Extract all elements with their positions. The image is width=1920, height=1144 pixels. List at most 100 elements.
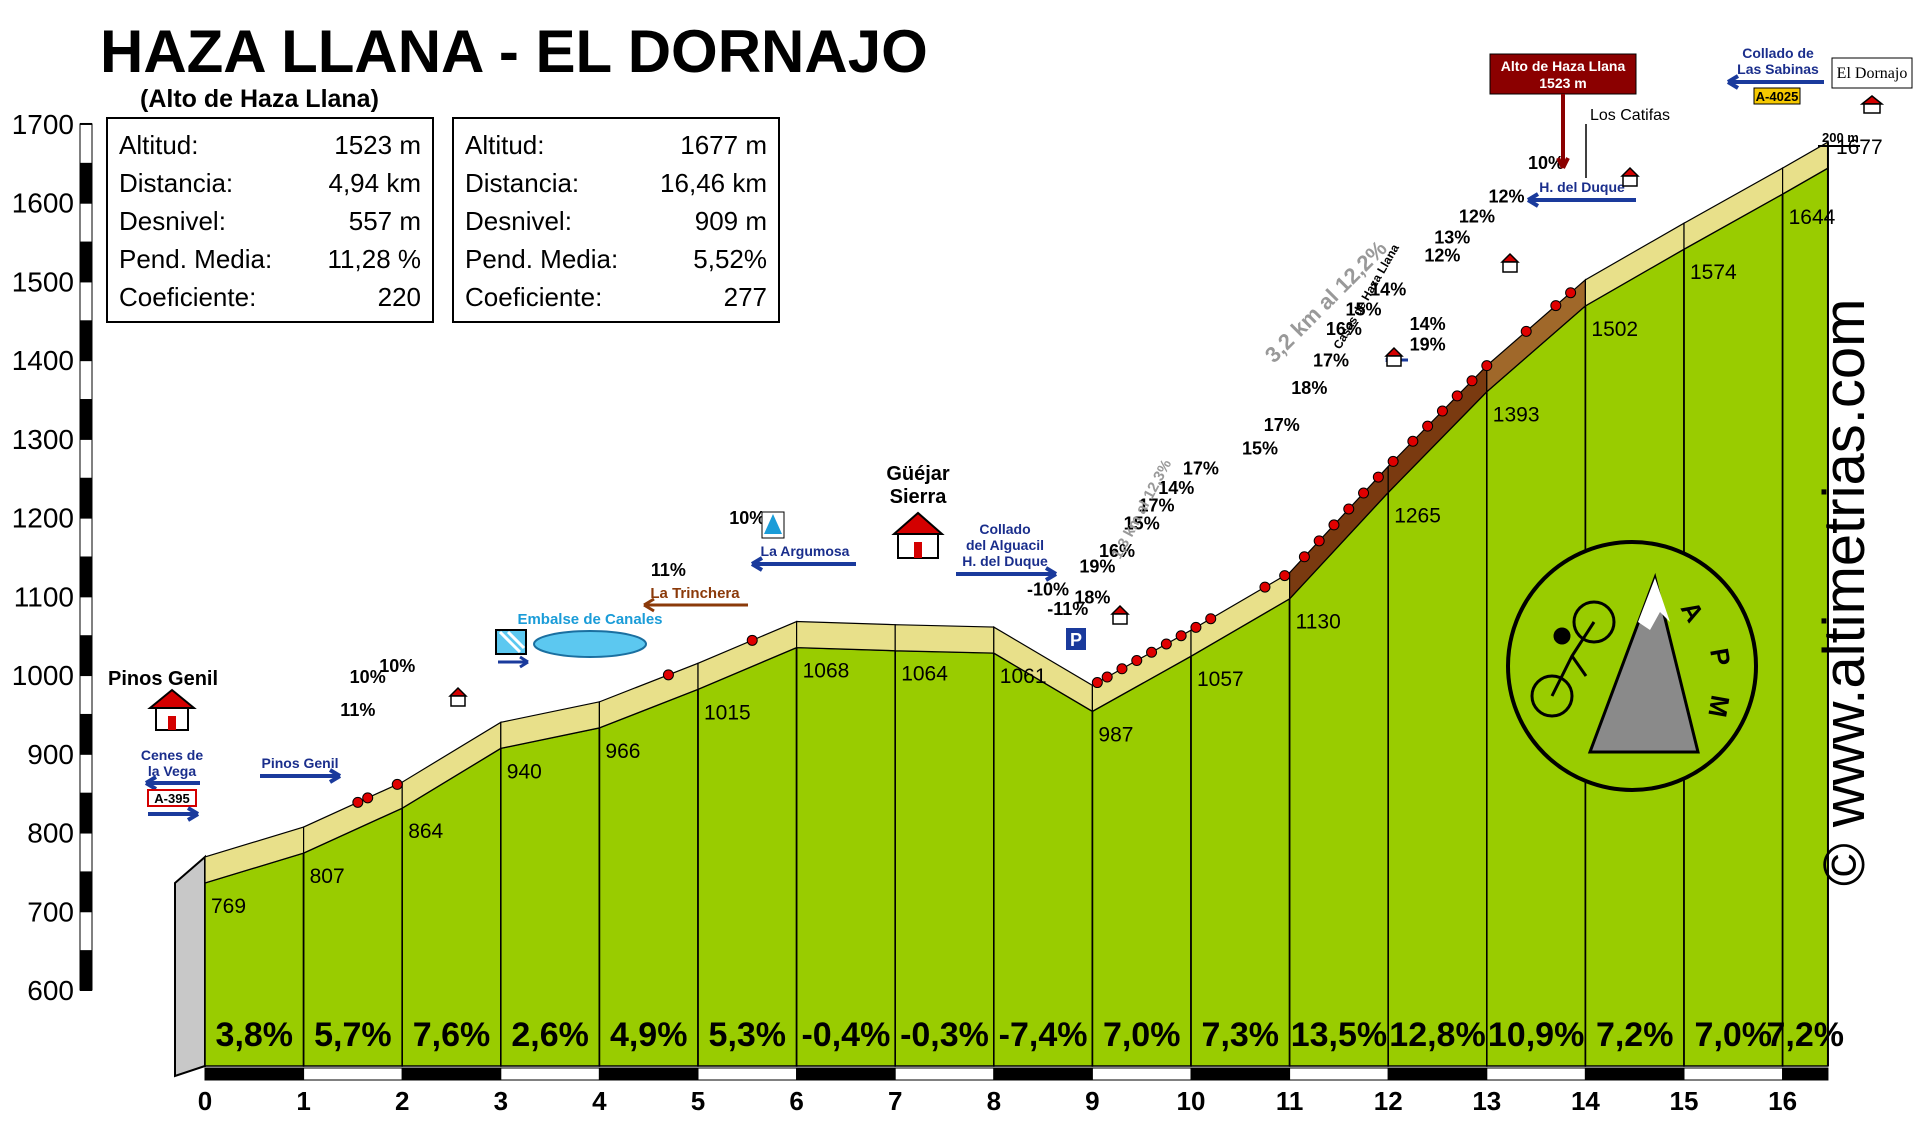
km-marker: [1205, 613, 1217, 625]
x-tick-label: 10: [1177, 1086, 1206, 1116]
km-marker: [1279, 570, 1291, 582]
profile-segment: [1091, 654, 1192, 1067]
x-tick-label: 8: [987, 1086, 1001, 1116]
x-axis: 0 1 2 3 4 5 6 7 8 9 10 11 12 13 14 15 16: [198, 1067, 1829, 1116]
stat-label: Distancia:: [119, 168, 233, 198]
x-axis-band: [1584, 1067, 1685, 1081]
sign-pinos-genil: Pinos Genil: [261, 755, 338, 771]
stat-label: Distancia:: [465, 168, 579, 198]
stat-label: Desnivel:: [119, 206, 226, 236]
km-marker: [1466, 375, 1478, 387]
x-tick-label: 16: [1768, 1086, 1797, 1116]
y-axis-band: [79, 438, 93, 479]
km-marker: [1298, 551, 1310, 563]
segment-gradient-label: -7,4%: [999, 1016, 1088, 1054]
km-marker: [362, 792, 374, 804]
y-axis-band: [79, 792, 93, 834]
y-axis-band: [79, 517, 93, 558]
place-la-argumosa: La Argumosa: [761, 543, 850, 559]
house-icon: [891, 511, 945, 559]
y-tick-label: 1500: [12, 266, 74, 297]
house-icon: [147, 688, 197, 731]
steep-gradient-label: 17%: [1138, 495, 1174, 515]
x-tick-label: 1: [296, 1086, 310, 1116]
km-marker: [1190, 621, 1202, 633]
elevation-label: 1015: [704, 701, 751, 724]
x-tick-label: 13: [1472, 1086, 1501, 1116]
place-collado-alguacil-1: Collado: [979, 521, 1030, 537]
house-icon: [448, 686, 468, 707]
road-band: [894, 624, 995, 654]
x-tick-label: 9: [1085, 1086, 1099, 1116]
steep-gradient-label: 19%: [1410, 335, 1446, 355]
x-tick-label: 5: [691, 1086, 705, 1116]
chart-subtitle: (Alto de Haza Llana): [140, 85, 379, 113]
km-marker: [1160, 638, 1172, 650]
segment-gradient-label: 7,6%: [413, 1016, 491, 1054]
x-axis-band: [1289, 1067, 1389, 1081]
place-collado-sabinas-1: Collado de: [1742, 45, 1814, 61]
y-axis-band: [79, 674, 93, 715]
y-axis-band: [79, 871, 93, 912]
steep-gradient-label: 15%: [1242, 439, 1278, 459]
km-marker: [1451, 390, 1463, 402]
y-axis-band: [79, 595, 93, 637]
y-tick-label: 700: [27, 896, 74, 927]
km-marker: [1565, 287, 1577, 299]
x-tick-label: 11: [1276, 1086, 1304, 1116]
y-axis-band: [79, 162, 93, 204]
y-axis-band: [79, 832, 93, 873]
y-axis-band: [79, 241, 93, 282]
chart-title: HAZA LLANA - EL DORNAJO: [100, 18, 928, 85]
x-tick-label: 2: [395, 1086, 409, 1116]
x-axis-band: [303, 1067, 403, 1081]
parking-icon: [1066, 628, 1086, 650]
km-marker: [1146, 646, 1158, 658]
stat-value: 277: [724, 282, 767, 312]
steep-gradient-label: 13%: [1434, 228, 1470, 248]
stat-value: 16,46 km: [660, 168, 767, 198]
arrow-right-icon: [956, 566, 1058, 582]
y-axis-band: [79, 399, 93, 440]
profile-segment: [993, 651, 1094, 1067]
summit-altitude: 1523 m: [1539, 75, 1586, 91]
km-marker: [1328, 519, 1340, 531]
house-icon: [1384, 346, 1404, 367]
profile-segment: [1387, 389, 1488, 1067]
km-marker: [1101, 671, 1113, 683]
steep-gradient-label: -10%: [1027, 580, 1069, 600]
parking-label: P: [1070, 630, 1082, 650]
steep-gradient-label: 12%: [1424, 246, 1460, 266]
house-icon: [1500, 252, 1520, 273]
elevation-label: 940: [507, 760, 542, 783]
place-h-del-duque-1: H. del Duque: [962, 553, 1048, 569]
place-guejar-1: Güéjar: [886, 463, 950, 485]
steep-gradient-label: 10%: [729, 508, 765, 528]
steep-gradient-label: 10%: [350, 667, 386, 687]
road-a395: A-395: [154, 791, 189, 806]
stat-label: Altitud:: [119, 130, 199, 160]
dam-icon: [495, 629, 527, 655]
km-marker: [352, 796, 364, 808]
stat-value: 220: [378, 282, 421, 312]
x-axis-band: [697, 1067, 798, 1081]
km-marker: [1387, 455, 1399, 467]
steep-gradient-label: 11%: [340, 700, 375, 720]
km-marker: [1343, 503, 1355, 515]
y-axis-band: [79, 753, 93, 794]
y-axis-band: [79, 320, 93, 361]
km-marker: [1116, 663, 1128, 675]
y-axis-band: [79, 635, 93, 676]
y-axis-band: [79, 556, 93, 597]
sign-cenes-1: Cenes de: [141, 747, 203, 763]
place-h-del-duque-2: H. del Duque: [1539, 179, 1625, 195]
place-guejar-2: Sierra: [890, 486, 948, 508]
steep-gradient-label: 12%: [1489, 187, 1525, 207]
y-axis: 600 700 800 900 1000 1100 1200 1300 1400 1500 1600…: [12, 109, 93, 1006]
elevation-label: 1502: [1591, 318, 1638, 341]
steep-gradient-label: 14%: [1158, 478, 1194, 498]
elevation-label: 1130: [1296, 611, 1341, 634]
x-axis-band: [993, 1067, 1093, 1081]
x-axis-band: [1782, 1067, 1829, 1081]
